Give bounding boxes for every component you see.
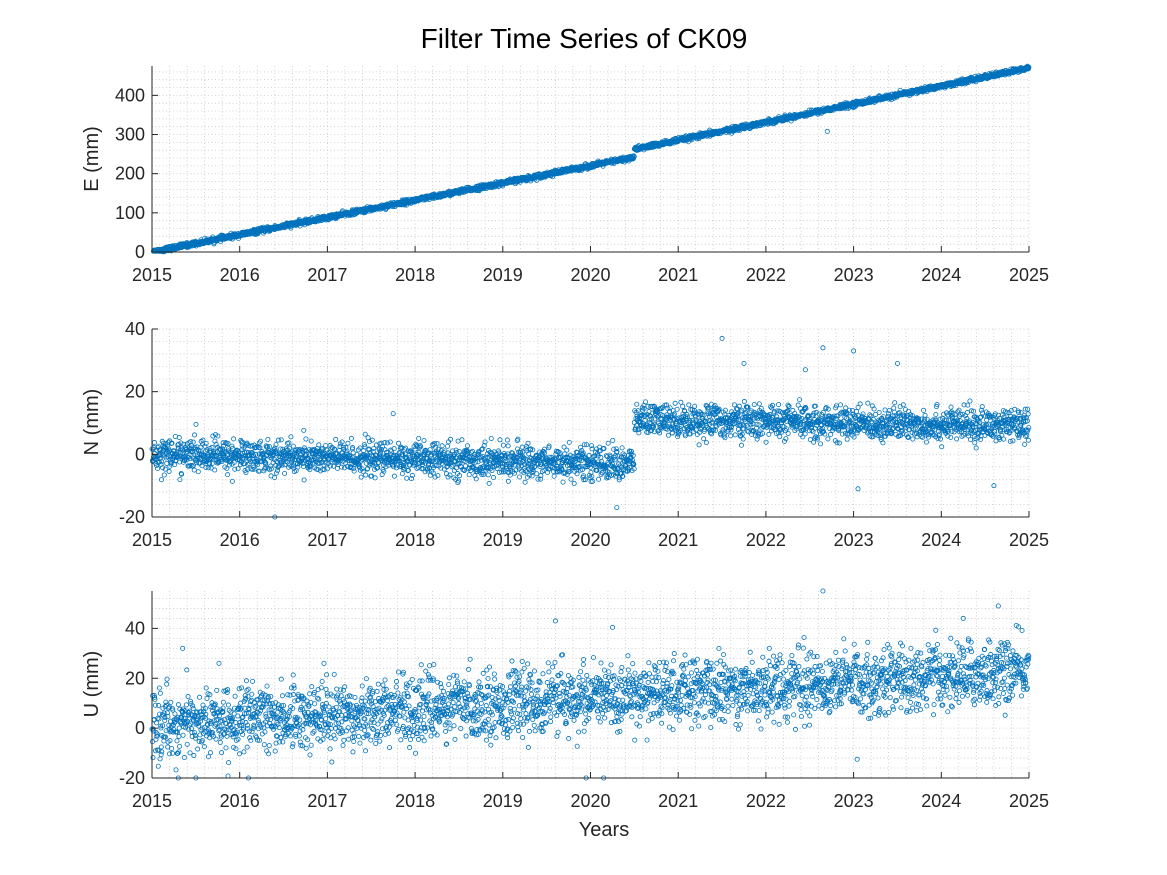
- north-data-point: [288, 434, 294, 440]
- x-tick-label: 2021: [658, 265, 698, 285]
- north-data-point: [497, 437, 503, 443]
- north-data-point: [485, 472, 491, 478]
- north-data-point: [427, 472, 433, 478]
- y-tick-label: 200: [115, 164, 145, 184]
- north-data-point: [421, 438, 427, 444]
- north-data-point: [534, 471, 540, 477]
- north-data-point: [564, 447, 570, 453]
- north-data-point: [439, 443, 445, 449]
- north-data-point: [301, 463, 307, 469]
- north-data-point: [391, 473, 397, 479]
- north-data-point: [290, 443, 296, 449]
- east-data-point: [288, 225, 294, 231]
- east-data-points: [150, 63, 1032, 255]
- x-tick-label: 2024: [921, 265, 961, 285]
- north-data-point: [193, 421, 199, 427]
- north-data-point: [522, 479, 528, 485]
- north-data-point: [323, 443, 329, 449]
- north-data-point: [517, 474, 523, 480]
- north-data-point: [316, 442, 322, 448]
- north-data-point: [301, 427, 307, 433]
- x-tick-label: 2015: [132, 265, 172, 285]
- north-data-point: [231, 436, 237, 442]
- north-data-point: [389, 448, 395, 454]
- north-data-point: [303, 436, 309, 442]
- north-data-point: [372, 475, 378, 481]
- north-data-point: [177, 477, 183, 483]
- y-tick-label: 0: [135, 242, 145, 262]
- north-data-point: [362, 431, 368, 437]
- y-tick-label: 300: [115, 125, 145, 145]
- panel-east: 2015 2016 2017 2018 2019 2020 2021 2022 2023 2024…: [81, 63, 1049, 285]
- north-data-point: [278, 437, 284, 443]
- x-tick-label: 2018: [395, 265, 435, 285]
- east-outlier-point: [824, 128, 830, 134]
- north-data-point: [333, 436, 339, 442]
- north-data-point: [404, 475, 410, 481]
- x-tick-label: 2022: [746, 265, 786, 285]
- north-data-point: [566, 439, 572, 445]
- north-data-point: [265, 436, 271, 442]
- chart-title: Filter Time Series of CK09: [421, 23, 748, 54]
- x-tick-label: 2023: [834, 265, 874, 285]
- north-data-point: [500, 442, 506, 448]
- x-tick-label: 2025: [1009, 265, 1049, 285]
- y-tick-label: 100: [115, 203, 145, 223]
- north-data-point: [363, 472, 369, 478]
- north-data-point: [465, 443, 471, 449]
- x-tick-label: 2020: [570, 265, 610, 285]
- x-tick-label: 2016: [220, 265, 260, 285]
- y-axis-label-east: E (mm): [81, 126, 103, 192]
- north-data-point: [560, 479, 566, 485]
- north-data-point: [301, 477, 307, 483]
- y-tick-label: 400: [115, 85, 145, 105]
- north-data-point: [515, 436, 521, 442]
- north-data-point: [399, 471, 405, 477]
- north-data-point: [459, 437, 465, 443]
- north-data-point: [396, 440, 402, 446]
- north-data-point: [282, 470, 288, 476]
- north-data-point: [161, 472, 167, 478]
- north-data-point: [490, 475, 496, 481]
- north-data-point: [176, 435, 182, 441]
- x-tick-label: 2017: [307, 265, 347, 285]
- north-data-point: [434, 440, 440, 446]
- north-data-point: [229, 478, 235, 484]
- north-data-point: [166, 469, 172, 475]
- north-data-point: [445, 443, 451, 449]
- north-data-point: [345, 440, 351, 446]
- north-data-point: [488, 435, 494, 441]
- north-data-point: [504, 437, 510, 443]
- north-data-point: [225, 472, 231, 478]
- north-data-point: [507, 472, 513, 478]
- north-data-point: [466, 472, 472, 478]
- north-data-point: [151, 440, 157, 446]
- north-data-point: [195, 469, 201, 475]
- x-tick-label: 2019: [483, 265, 523, 285]
- north-data-point: [358, 474, 364, 480]
- north-data-point: [505, 443, 511, 449]
- north-data-point: [505, 478, 511, 484]
- north-data-point: [416, 435, 422, 441]
- north-data-point: [486, 480, 492, 486]
- panel-north: 2015 2016 2017 2018 2019 2020 2021 2022 2023 2024…: [81, 319, 1049, 550]
- north-data-point: [348, 435, 354, 441]
- north-data-point: [351, 468, 357, 474]
- north-data-point: [191, 467, 197, 473]
- north-data-point: [212, 467, 218, 473]
- north-data-point: [192, 432, 198, 438]
